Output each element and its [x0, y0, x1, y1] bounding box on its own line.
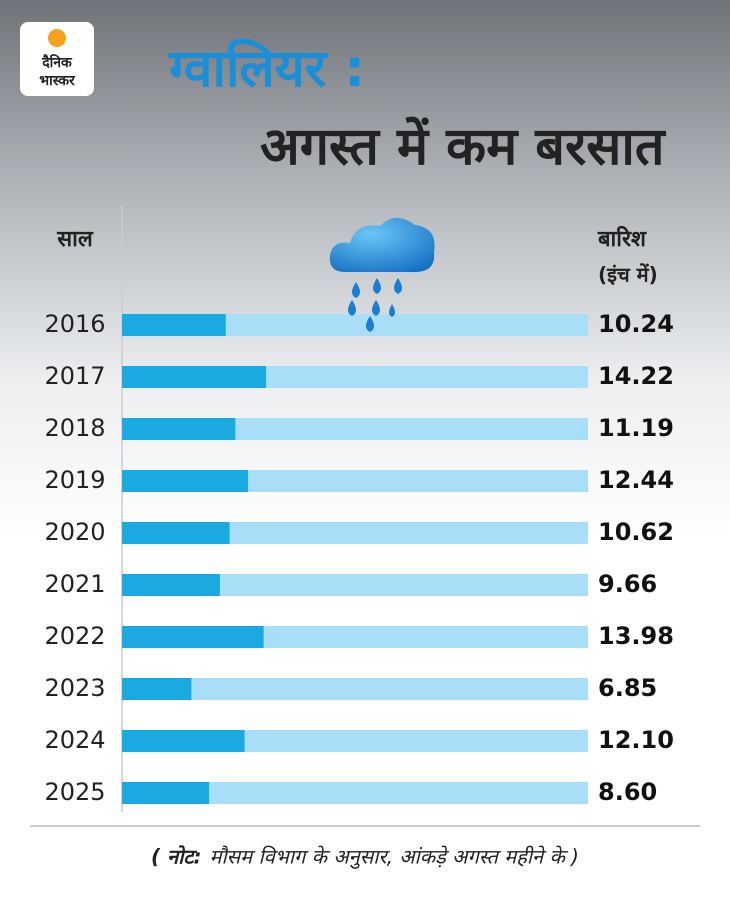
bar	[122, 626, 264, 648]
chart-title: अगस्त में कम बरसात	[260, 116, 667, 177]
value-header: बारिश	[597, 225, 647, 252]
logo-sun	[48, 29, 66, 47]
bar-track	[122, 418, 588, 440]
bar	[122, 314, 226, 336]
cloud	[329, 217, 435, 272]
value-label: 6.85	[598, 674, 657, 702]
category-label: 2023	[44, 674, 105, 702]
category-label: 2022	[44, 622, 105, 650]
logo-box	[20, 22, 94, 96]
bar-track	[122, 314, 588, 336]
category-label: 2017	[44, 362, 105, 390]
category-label: 2018	[44, 414, 105, 442]
value-label: 11.19	[598, 414, 674, 442]
category-header: साल	[56, 227, 94, 252]
value-label: 10.24	[598, 310, 674, 338]
logo-text: दैनिक	[41, 54, 73, 71]
bar-track	[122, 678, 588, 700]
bar	[122, 366, 267, 388]
value-label: 14.22	[598, 362, 674, 390]
bar-track	[122, 574, 588, 596]
value-label: 12.44	[598, 466, 674, 494]
category-label: 2019	[44, 466, 105, 494]
title-highlight: ग्वालियर :	[168, 38, 365, 99]
value-unit: (इंच में)	[598, 263, 658, 287]
value-label: 13.98	[598, 622, 674, 650]
value-label: 12.10	[598, 726, 674, 754]
category-label: 2024	[44, 726, 105, 754]
category-label: 2020	[44, 518, 105, 546]
bar	[122, 678, 192, 700]
value-label: 8.60	[598, 778, 657, 806]
bar	[122, 522, 230, 544]
bar	[122, 730, 245, 752]
bar	[122, 782, 210, 804]
bar-track	[122, 782, 588, 804]
bar	[122, 574, 220, 596]
bar-track	[122, 522, 588, 544]
bar	[122, 470, 249, 492]
value-label: 10.62	[598, 518, 674, 546]
logo-text: भास्कर	[39, 73, 76, 89]
note: मौसम विभाग के अनुसार, आंकड़े अगस्त महीने…	[209, 845, 579, 870]
value-label: 9.66	[598, 570, 657, 598]
category-label: 2021	[44, 570, 105, 598]
category-label: 2025	[44, 778, 105, 806]
raindrops	[348, 278, 402, 332]
rain-icon	[329, 217, 435, 332]
category-label: 2016	[44, 310, 105, 338]
bar	[122, 418, 236, 440]
note-label: ( नोट:	[151, 845, 201, 869]
